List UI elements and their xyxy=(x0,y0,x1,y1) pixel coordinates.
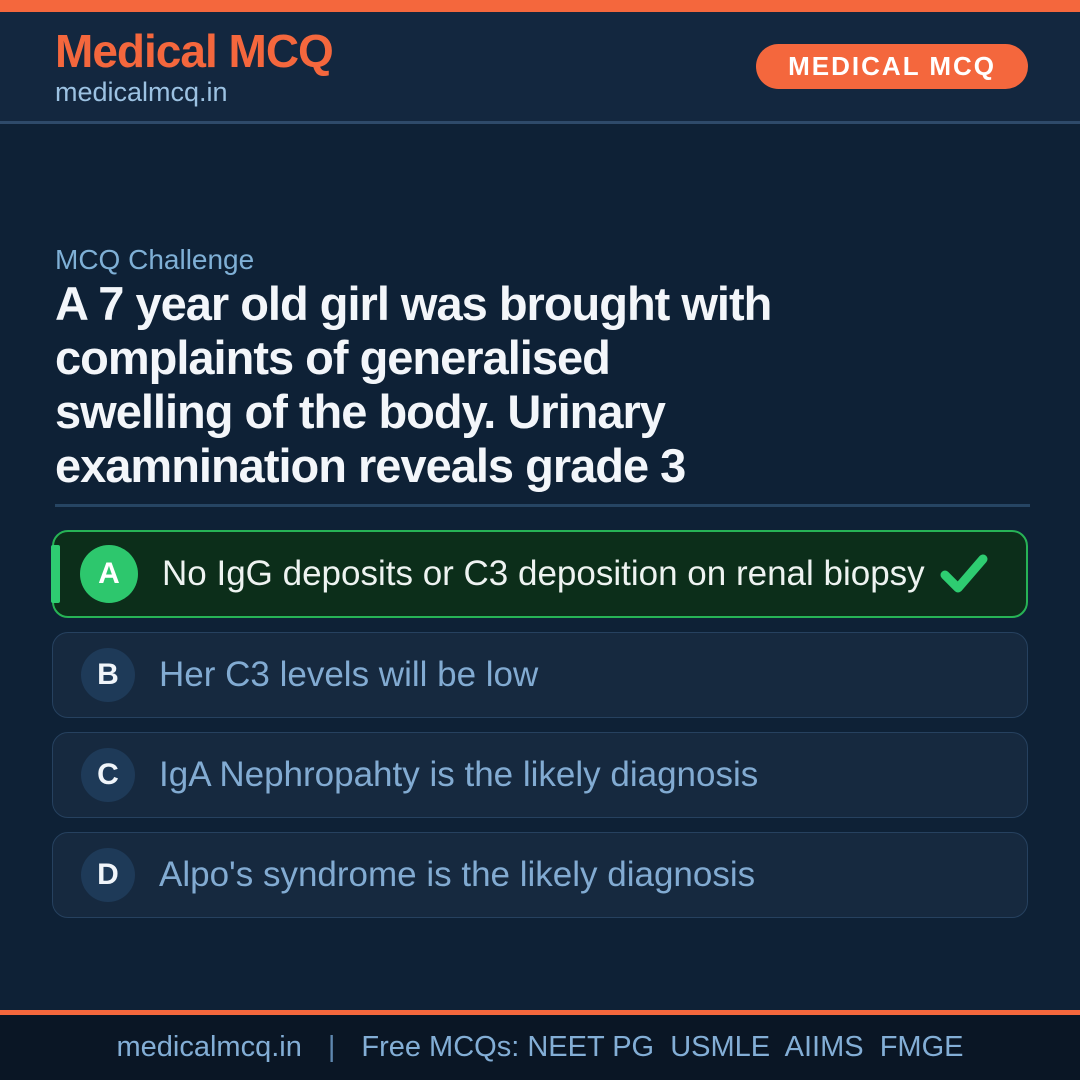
option-b[interactable]: B Her C3 levels will be low xyxy=(52,632,1028,718)
options-list: A No IgG deposits or C3 deposition on re… xyxy=(51,530,1028,932)
footer-accent-line xyxy=(0,1010,1080,1015)
brand-title: Medical MCQ xyxy=(55,25,334,77)
footer-site: medicalmcq.in xyxy=(116,1031,302,1063)
option-text: No IgG deposits or C3 deposition on rena… xyxy=(162,554,925,593)
top-accent-bar xyxy=(0,0,1080,12)
footer-separator: | xyxy=(327,1031,336,1063)
option-letter-badge: D xyxy=(81,848,135,902)
option-text: IgA Nephropahty is the likely diagnosis xyxy=(159,755,759,794)
check-icon xyxy=(940,554,988,593)
question-divider xyxy=(55,504,1030,507)
option-c[interactable]: C IgA Nephropahty is the likely diagnosi… xyxy=(52,732,1028,818)
question-line: complaints of generalised xyxy=(55,331,611,384)
header: Medical MCQ medicalmcq.in MEDICAL MCQ xyxy=(0,12,1080,122)
brand-badge: MEDICAL MCQ xyxy=(756,44,1028,89)
correct-accent-bar xyxy=(51,545,60,603)
question-line: A 7 year old girl was brought with xyxy=(55,277,772,330)
header-divider xyxy=(0,121,1080,124)
option-text: Alpo's syndrome is the likely diagnosis xyxy=(159,855,756,894)
option-letter-badge: A xyxy=(80,545,138,603)
question-kicker: MCQ Challenge xyxy=(55,244,255,275)
option-letter-badge: C xyxy=(81,748,135,802)
option-d[interactable]: D Alpo's syndrome is the likely diagnosi… xyxy=(52,832,1028,918)
question-line: swelling of the body. Urinary xyxy=(55,385,666,438)
option-letter-badge: B xyxy=(81,648,135,702)
question-line: examnination reveals grade 3 xyxy=(55,439,686,492)
footer: medicalmcq.in | Free MCQs: NEET PG USMLE… xyxy=(0,1015,1080,1080)
footer-note: Free MCQs: NEET PG USMLE AIIMS FMGE xyxy=(361,1031,964,1063)
option-text: Her C3 levels will be low xyxy=(159,655,539,694)
brand-subtitle: medicalmcq.in xyxy=(55,77,228,107)
question-title: A 7 year old girl was brought with compl… xyxy=(55,277,1035,493)
option-a-correct[interactable]: A No IgG deposits or C3 deposition on re… xyxy=(51,530,1028,618)
brand: Medical MCQ medicalmcq.in xyxy=(55,25,334,108)
